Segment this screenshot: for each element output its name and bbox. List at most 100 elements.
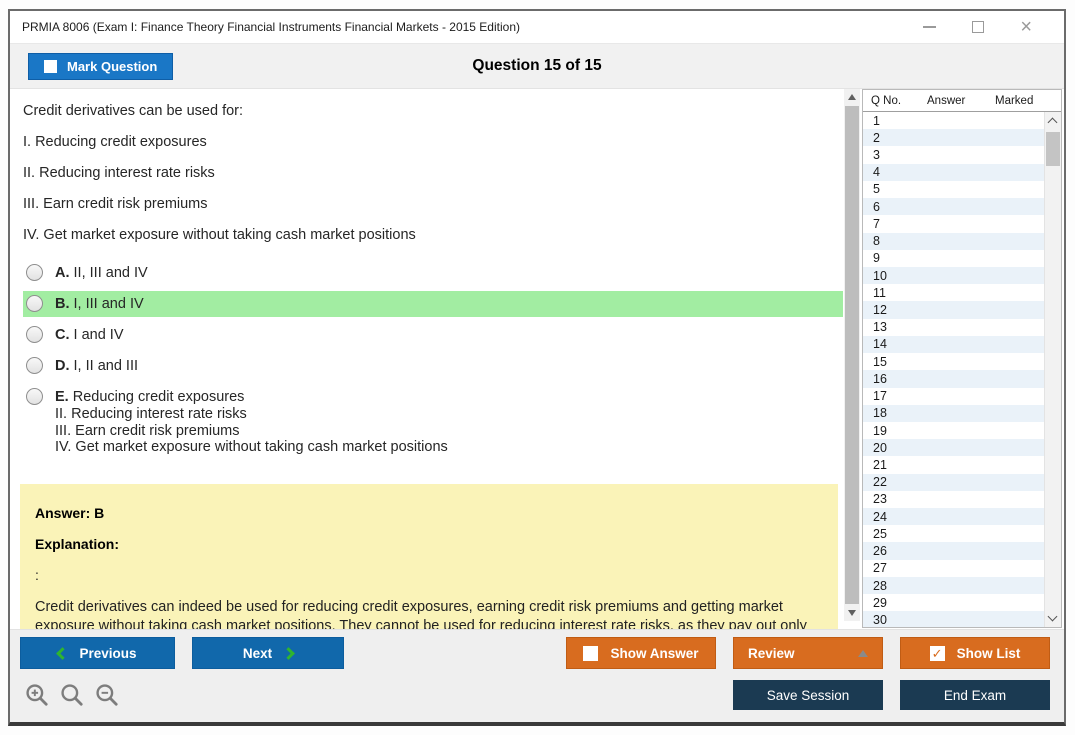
question-list-row[interactable]: 1 [863,112,1044,129]
previous-button[interactable]: Previous [20,637,175,669]
row-question-number: 1 [873,113,880,128]
option-c[interactable]: C. I and IV [23,322,843,348]
option-text: A. II, III and IV [55,265,148,281]
minimize-icon[interactable] [923,26,937,28]
question-list-row[interactable]: 5 [863,181,1044,198]
column-answer: Answer [927,94,966,107]
question-list-row[interactable]: 19 [863,422,1044,439]
next-label: Next [242,645,273,661]
question-list-header: Q No. Answer Marked [863,90,1061,112]
explanation-colon: : [35,566,39,583]
main-scrollbar[interactable] [844,89,860,621]
question-list-row[interactable]: 9 [863,250,1044,267]
option-d[interactable]: D. I, II and III [23,353,843,379]
question-list-row[interactable]: 8 [863,232,1044,250]
scroll-up-icon[interactable] [848,94,856,100]
zoom-toolbar [24,682,120,708]
column-qno: Q No. [871,94,902,107]
row-question-number: 14 [873,337,887,352]
show-list-label: Show List [956,645,1021,661]
question-list-row[interactable]: 4 [863,163,1044,181]
show-list-button[interactable]: ✓ Show List [900,637,1050,669]
explanation-heading: Explanation: [35,535,120,552]
question-list-row[interactable]: 3 [863,146,1044,163]
panel-scrollbar[interactable] [1044,112,1061,627]
exam-body: Credit derivatives can be used for: I. R… [10,89,1064,629]
row-question-number: 10 [873,268,887,283]
review-label: Review [748,645,795,661]
row-question-number: 12 [873,303,887,318]
close-icon[interactable]: × [1020,16,1032,38]
question-list-row[interactable]: 29 [863,594,1044,611]
row-question-number: 19 [873,423,887,438]
question-list-row[interactable]: 23 [863,491,1044,508]
question-list-row[interactable]: 15 [863,353,1044,370]
radio-button-icon[interactable] [26,264,43,281]
option-text: D. I, II and III [55,358,139,374]
question-list-row[interactable]: 6 [863,198,1044,216]
question-list-row[interactable]: 30 [863,611,1044,627]
question-item: III. Earn credit risk premiums [23,196,208,212]
radio-button-icon[interactable] [26,388,43,405]
exam-header: Question 15 of 15 Mark Question [10,44,1064,89]
footer-bar: Previous Next Show Answer Review ✓ Show … [10,629,1064,722]
row-question-number: 28 [873,578,887,593]
row-question-number: 24 [873,509,887,524]
scroll-down-icon[interactable] [1047,611,1058,622]
row-question-number: 21 [873,457,887,472]
question-items: I. Reducing credit exposures II. Reducing… [23,133,843,244]
question-list-row[interactable]: 2 [863,129,1044,147]
radio-button-icon[interactable] [26,295,43,312]
option-a[interactable]: A. II, III and IV [23,260,843,286]
option-e[interactable]: E. Reducing credit exposures II. Reducing… [23,384,843,460]
end-exam-label: End Exam [943,687,1007,703]
question-list-row[interactable]: 25 [863,525,1044,542]
question-list-row[interactable]: 22 [863,473,1044,491]
question-list-row[interactable]: 14 [863,335,1044,354]
question-list-row[interactable]: 21 [863,456,1044,473]
zoom-in-icon[interactable] [24,682,50,708]
question-list-row[interactable]: 26 [863,542,1044,560]
question-list-row[interactable]: 11 [863,284,1044,301]
option-extra-line: III. Earn credit risk premiums [55,422,240,439]
end-exam-button[interactable]: End Exam [900,680,1050,710]
question-list-rows: 1 2 3 4 5 6 7 8 9 10 11 12 13 14 15 16 17 18 19 20 21 22 23 24 2… [863,112,1044,627]
scroll-up-icon[interactable] [1047,117,1058,128]
question-list-row[interactable]: 24 [863,508,1044,526]
save-session-button[interactable]: Save Session [733,680,883,710]
row-question-number: 22 [873,475,887,490]
option-b[interactable]: B. I, III and IV [23,291,843,317]
question-area: Credit derivatives can be used for: I. R… [10,89,843,629]
radio-button-icon[interactable] [26,326,43,343]
question-list-row[interactable]: 7 [863,215,1044,232]
option-text: B. I, III and IV [55,296,144,312]
next-button[interactable]: Next [192,637,344,669]
question-list-row[interactable]: 18 [863,404,1044,422]
question-list-row[interactable]: 20 [863,439,1044,457]
main-scrollbar-thumb[interactable] [845,106,859,604]
question-list-row[interactable]: 13 [863,319,1044,336]
show-answer-button[interactable]: Show Answer [566,637,716,669]
maximize-icon[interactable] [972,21,985,33]
window-controls: × [923,16,1052,38]
question-list-row[interactable]: 10 [863,266,1044,285]
mark-question-button[interactable]: Mark Question [28,52,174,80]
question-list-row[interactable]: 28 [863,576,1044,595]
question-list-row[interactable]: 16 [863,370,1044,388]
question-list-row[interactable]: 12 [863,301,1044,319]
panel-scrollbar-thumb[interactable] [1046,132,1060,166]
question-item: IV. Get market exposure without taking c… [23,227,416,243]
radio-button-icon[interactable] [26,357,43,374]
save-session-label: Save Session [766,687,850,703]
review-dropdown[interactable]: Review [733,637,883,669]
row-question-number: 5 [873,182,880,197]
mark-question-label: Mark Question [67,58,158,74]
previous-label: Previous [79,645,137,661]
zoom-out-icon[interactable] [94,682,120,708]
explanation-box: Answer: B Explanation: : Credit derivati… [20,483,838,629]
question-list-row[interactable]: 17 [863,388,1044,405]
checkbox-icon [583,645,599,661]
question-list-row[interactable]: 27 [863,560,1044,577]
zoom-reset-icon[interactable] [59,682,85,708]
scroll-down-icon[interactable] [848,610,856,616]
